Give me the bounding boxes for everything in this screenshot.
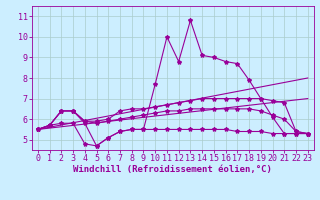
X-axis label: Windchill (Refroidissement éolien,°C): Windchill (Refroidissement éolien,°C) <box>73 165 272 174</box>
